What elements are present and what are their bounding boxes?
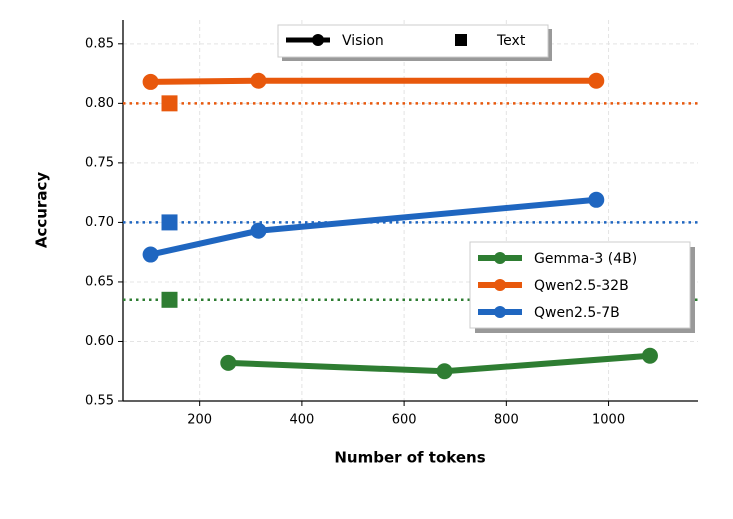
legend-label: Gemma-3 (4B) <box>534 251 637 267</box>
legend-dot <box>312 34 324 46</box>
point <box>588 191 605 208</box>
text-marker <box>161 95 178 112</box>
point <box>250 222 267 239</box>
point <box>142 246 159 263</box>
legend-dot <box>494 279 506 291</box>
point <box>250 72 267 89</box>
y-tick-label: 0.80 <box>85 96 114 111</box>
point <box>220 354 237 371</box>
y-axis-label: Accuracy <box>33 172 51 248</box>
y-tick-label: 0.60 <box>85 334 114 349</box>
point <box>641 347 658 364</box>
series-line <box>150 77 597 85</box>
y-tick-label: 0.55 <box>85 394 114 409</box>
legend-square <box>455 34 467 46</box>
legend-label: Vision <box>342 33 384 49</box>
x-tick-label: 600 <box>392 413 417 428</box>
legend-label: Qwen2.5-32B <box>534 278 629 294</box>
text-marker <box>161 291 178 308</box>
legend-dot <box>494 306 506 318</box>
y-tick-label: 0.75 <box>85 155 114 170</box>
legend-dot <box>494 252 506 264</box>
x-tick-label: 1000 <box>592 413 625 428</box>
x-tick-label: 400 <box>289 413 314 428</box>
legend-label: Qwen2.5-7B <box>534 305 620 321</box>
y-tick-label: 0.85 <box>85 36 114 51</box>
style-legend: Vision Text <box>277 24 552 61</box>
point <box>436 363 453 380</box>
x-axis-label: Number of tokens <box>334 449 485 467</box>
x-tick-label: 800 <box>494 413 519 428</box>
point <box>142 73 159 90</box>
y-tick-label: 0.70 <box>85 215 114 230</box>
series-legend: Gemma-3 (4B) Qwen2.5-32B Qwen2.5-7B <box>469 241 695 333</box>
legend-label: Text <box>496 33 526 49</box>
text-marker <box>161 214 178 231</box>
point <box>588 72 605 89</box>
x-tick-label: 200 <box>187 413 212 428</box>
y-tick-label: 0.65 <box>85 274 114 289</box>
